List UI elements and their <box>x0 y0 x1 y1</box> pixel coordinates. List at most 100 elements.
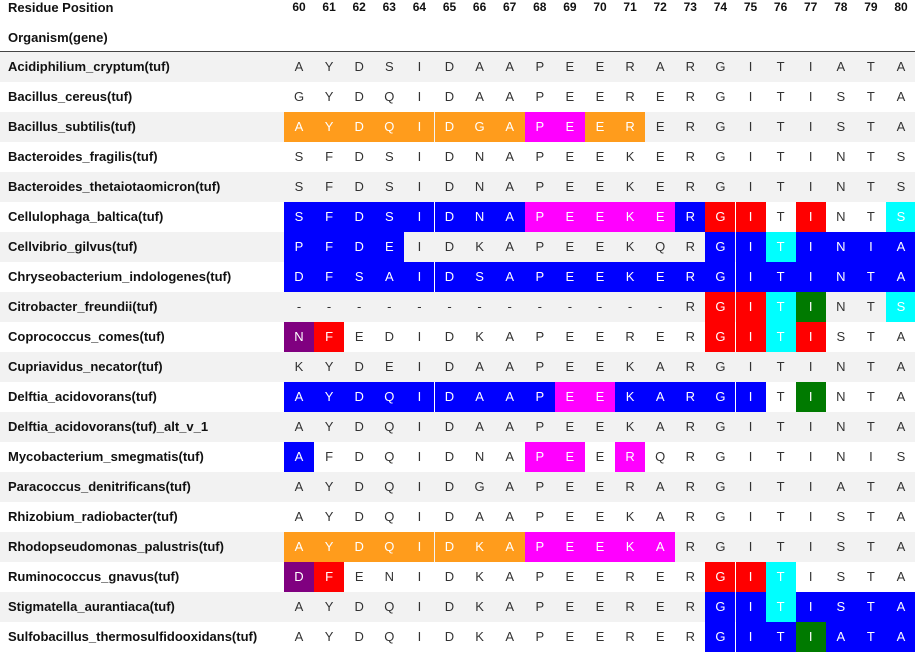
residue-cell: A <box>505 359 515 374</box>
residue-cell: P <box>535 149 545 164</box>
residue-cell: S <box>836 89 846 104</box>
residue-cell: K <box>475 239 484 254</box>
residue-cell: G <box>705 262 736 292</box>
organism-name: Rhizobium_radiobacter(tuf) <box>8 509 178 524</box>
residue-cell: - <box>387 299 392 314</box>
residue-cell: R <box>615 112 646 142</box>
table-row: Bacillus_subtilis(tuf) A Y D Q I D G A P E E R E R G I T I… <box>0 112 915 142</box>
table-row: Stigmatella_aurantiaca(tuf) A Y D Q I D K A P E E R E… <box>0 592 915 622</box>
table-row: Cellulophaga_baltica(tuf) S F D S I D N A P E E K E R G… <box>0 202 915 232</box>
residue-cell: R <box>685 179 695 194</box>
residue-cell: G <box>715 179 726 194</box>
residue-cell: E <box>565 149 575 164</box>
residue-cell: A <box>494 532 525 562</box>
table-row: Chryseobacterium_indologenes(tuf) D F S A I D S… <box>0 262 915 292</box>
residue-cell: I <box>795 232 826 262</box>
residue-cell: D <box>434 202 465 232</box>
residue-cell: P <box>535 419 545 434</box>
residue-cell: A <box>655 359 665 374</box>
residue-cell: G <box>705 562 736 592</box>
residue-cell: S <box>374 202 405 232</box>
residue-cell: E <box>655 89 665 104</box>
organism-name: Paracoccus_denitrificans(tuf) <box>8 479 191 494</box>
residue-cell: D <box>354 419 364 434</box>
residue-cell: I <box>748 539 753 554</box>
residue-cell: T <box>866 389 875 404</box>
residue-cell: A <box>505 329 515 344</box>
residue-cell: T <box>765 592 796 622</box>
residue-cell: E <box>655 569 665 584</box>
residue-cell: A <box>896 119 906 134</box>
residue-cell: E <box>554 202 585 232</box>
residue-cell: T <box>776 179 785 194</box>
residue-cell: I <box>417 419 422 434</box>
residue-cell: D <box>444 449 455 464</box>
residue-cell: D <box>354 479 364 494</box>
position-label: 66 <box>472 0 487 14</box>
residue-cell: G <box>705 292 736 322</box>
table-header: Residue Position Organism(gene) 60 61 62 63… <box>0 0 915 52</box>
residue-cell: K <box>625 419 635 434</box>
residue-cell: P <box>524 112 555 142</box>
residue-cell: S <box>836 539 846 554</box>
residue-cell: R <box>675 202 706 232</box>
residue-cell: A <box>655 479 665 494</box>
residue-cell: P <box>535 569 545 584</box>
residue-cell: T <box>776 479 785 494</box>
residue-cell: Q <box>374 112 405 142</box>
residue-cell: A <box>896 89 906 104</box>
residue-cell: E <box>645 202 676 232</box>
residue-cell: S <box>836 329 846 344</box>
position-label: 63 <box>382 0 396 14</box>
residue-cell: S <box>836 569 846 584</box>
residue-cell: F <box>314 202 345 232</box>
organism-name: Cellvibrio_gilvus(tuf) <box>8 239 138 254</box>
residue-cell: P <box>535 479 545 494</box>
residue-cell: I <box>748 89 753 104</box>
position-label: 73 <box>683 0 697 14</box>
residue-cell: P <box>524 202 555 232</box>
residue-cell: Y <box>324 509 334 524</box>
table-row: Ruminococcus_gnavus(tuf) D F E N I D K A P E E R E R G I… <box>0 562 915 592</box>
residue-cell: E <box>565 419 575 434</box>
residue-cell: S <box>886 292 915 322</box>
residue-cell: I <box>808 449 813 464</box>
residue-cell: D <box>444 599 455 614</box>
residue-cell: S <box>294 149 304 164</box>
position-label: 75 <box>743 0 758 14</box>
residue-cell: A <box>896 569 906 584</box>
residue-cell: Y <box>324 89 334 104</box>
residue-cell: E <box>595 179 605 194</box>
residue-cell: Y <box>324 359 334 374</box>
position-label: 65 <box>442 0 457 14</box>
residue-cell: E <box>354 569 364 584</box>
residue-cell: E <box>595 149 605 164</box>
residue-cell: A <box>896 329 906 344</box>
position-label: 72 <box>653 0 667 14</box>
residue-cell: G <box>705 202 736 232</box>
residue-cell: P <box>535 179 545 194</box>
residue-cell: K <box>625 359 635 374</box>
residue-cell: K <box>615 532 646 562</box>
residue-cell: Q <box>384 89 395 104</box>
residue-cell: T <box>866 209 875 224</box>
residue-cell: A <box>886 232 915 262</box>
residue-cell: I <box>808 179 813 194</box>
organism-name: Cellulophaga_baltica(tuf) <box>8 209 164 224</box>
residue-cell: N <box>825 262 856 292</box>
residue-cell: P <box>535 359 545 374</box>
residue-cell: T <box>855 262 886 292</box>
residue-cell: A <box>505 569 515 584</box>
residue-cell: T <box>855 592 886 622</box>
residue-cell: E <box>595 599 605 614</box>
residue-cell: P <box>535 59 545 74</box>
residue-cell: A <box>505 179 515 194</box>
residue-cell: E <box>554 382 585 412</box>
residue-cell: I <box>855 232 886 262</box>
table-row: Cupriavidus_necator(tuf) K Y D E I D A A P E E K A R G I… <box>0 352 915 382</box>
table-row: Bacillus_cereus(tuf) G Y D Q I D A A P E E R E R G I T I S T… <box>0 82 915 112</box>
residue-cell: R <box>685 449 695 464</box>
residue-cell: R <box>685 539 695 554</box>
residue-cell: F <box>325 149 334 164</box>
residue-cell: T <box>866 479 875 494</box>
